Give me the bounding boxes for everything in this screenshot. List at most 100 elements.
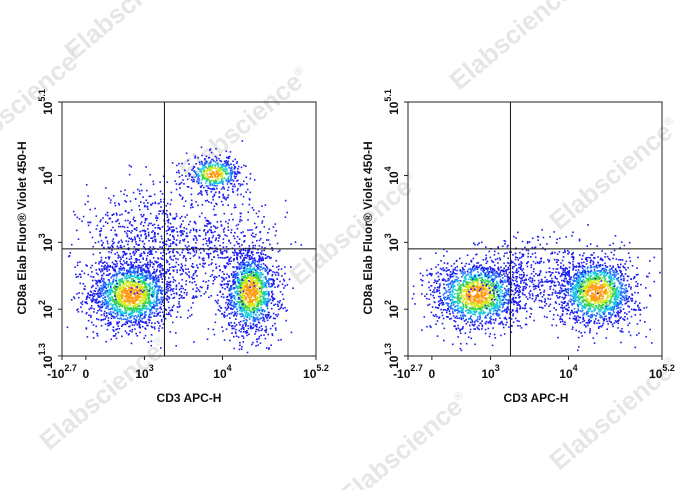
event-dot (136, 307, 139, 310)
event-dot (465, 277, 467, 280)
event-dot (508, 283, 510, 285)
event-dot (206, 231, 209, 234)
event-dot (114, 301, 116, 303)
event-dot (146, 254, 149, 257)
event-dot (212, 167, 215, 169)
event-dot (189, 252, 192, 255)
event-dot (159, 311, 161, 314)
event-dot (99, 307, 102, 309)
event-dot (494, 264, 496, 267)
event-dot (427, 304, 429, 306)
event-dot (196, 264, 198, 266)
event-dot (130, 165, 132, 168)
event-dot (122, 295, 124, 297)
event-dot (230, 304, 232, 306)
event-dot (155, 217, 157, 219)
event-dot (153, 299, 155, 302)
event-dot (252, 291, 254, 294)
event-dot (196, 275, 198, 277)
event-dot (106, 270, 109, 272)
event-dot (187, 241, 189, 243)
event-dot (218, 182, 221, 184)
event-dot (238, 242, 240, 245)
event-dot (100, 270, 102, 273)
event-dot (135, 311, 138, 313)
event-dot (477, 300, 479, 302)
event-dot (235, 266, 238, 268)
event-dot (121, 279, 123, 281)
event-dot (89, 231, 91, 234)
event-dot (219, 269, 221, 272)
event-dot (125, 232, 128, 235)
event-dot (452, 271, 454, 274)
event-dot (488, 335, 491, 338)
event-dot (211, 158, 213, 161)
event-dot (171, 250, 174, 253)
event-dot (131, 300, 134, 303)
event-dot (515, 269, 518, 272)
event-dot (145, 306, 147, 309)
event-dot (255, 338, 258, 341)
event-dot (241, 278, 243, 281)
event-dot (193, 178, 195, 181)
event-dot (127, 308, 129, 310)
event-dot (226, 303, 229, 306)
event-dot (182, 196, 184, 199)
event-dot (142, 307, 144, 310)
event-dot (122, 288, 124, 290)
event-dot (211, 236, 214, 239)
event-dot (125, 257, 128, 260)
event-dot (265, 316, 268, 319)
event-dot (258, 309, 261, 312)
event-dot (150, 334, 153, 336)
event-dot (238, 306, 240, 308)
event-dot (261, 301, 263, 303)
event-dot (256, 279, 258, 281)
event-dot (244, 284, 246, 287)
event-dot (256, 300, 259, 302)
event-dot (180, 181, 183, 184)
event-dot (108, 279, 110, 281)
event-dot (148, 285, 151, 288)
event-dot (470, 304, 472, 306)
event-dot (200, 171, 203, 174)
event-dot (161, 237, 163, 240)
event-dot (257, 303, 260, 305)
event-dot (211, 188, 213, 190)
event-dot (144, 217, 147, 220)
event-dot (241, 288, 244, 291)
event-dot (245, 298, 248, 300)
event-dot (119, 260, 121, 263)
event-dot (246, 331, 249, 334)
event-dot (128, 275, 130, 277)
event-dot (237, 179, 239, 182)
event-dot (118, 278, 121, 281)
event-dot (116, 214, 118, 216)
event-dot (144, 299, 146, 302)
event-dot (104, 296, 106, 298)
event-dot (100, 239, 103, 242)
event-dot (504, 279, 506, 282)
event-dot (161, 301, 164, 303)
event-dot (213, 205, 216, 208)
event-dot (227, 263, 229, 266)
event-dot (265, 302, 268, 304)
event-dot (181, 162, 183, 165)
event-dot (256, 290, 259, 292)
event-dot (433, 281, 435, 284)
event-dot (233, 274, 235, 276)
event-dot (139, 331, 141, 334)
event-dot (226, 262, 228, 265)
event-dot (233, 237, 236, 240)
event-dot (124, 295, 126, 297)
event-dot (143, 278, 145, 281)
event-dot (261, 292, 264, 295)
event-dot (114, 229, 116, 232)
event-dot (124, 277, 126, 280)
event-dot (219, 244, 221, 247)
event-dot (245, 319, 248, 322)
event-dot (466, 299, 469, 301)
event-dot (150, 250, 153, 252)
event-dot (139, 293, 142, 296)
event-dot (272, 298, 275, 301)
